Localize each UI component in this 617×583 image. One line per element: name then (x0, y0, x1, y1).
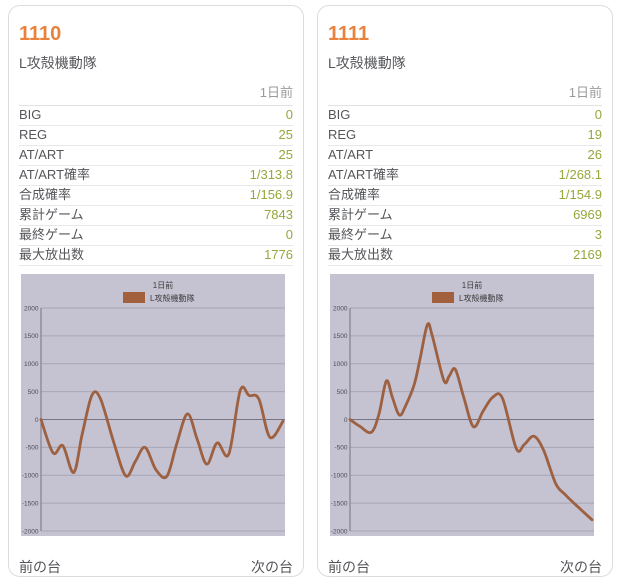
y-axis-tick-label: 500 (337, 389, 348, 396)
chart-title: 1日前 (153, 280, 173, 290)
y-axis-tick-label: 1000 (333, 361, 348, 368)
y-axis-tick-label: -500 (25, 445, 38, 452)
stat-label: AT/ART (328, 145, 499, 166)
machine-card-1111: 1111 L攻殻機動隊 1日前 BIG 0 REG 19 AT/ART 26 AT/ART確… (317, 5, 613, 577)
stat-row: REG 19 (328, 125, 602, 146)
prev-machine-link[interactable]: 前の台 (328, 559, 370, 575)
stat-label: REG (328, 125, 499, 146)
machine-number: 1110 (19, 23, 62, 45)
legend-label: L攻殻機動隊 (150, 293, 194, 303)
chart-title: 1日前 (462, 280, 482, 290)
chart-background (330, 274, 594, 536)
card-footer: 前の台 次の台 (19, 557, 293, 577)
y-axis-tick-label: -1500 (22, 500, 39, 507)
prev-machine-link[interactable]: 前の台 (19, 559, 61, 575)
y-axis-tick-label: -1000 (331, 473, 348, 480)
daily-payout-chart: 1日前 L攻殻機動隊 2000 1500 1000 500 0 -500 -1000 -1500 -… (330, 274, 594, 536)
stat-row: 最終ゲーム 0 (19, 225, 293, 246)
stat-row: 合成確率 1/154.9 (328, 185, 602, 206)
y-axis-tick-label: -1500 (331, 500, 348, 507)
y-axis-tick-label: -500 (334, 445, 347, 452)
stat-label: 累計ゲーム (19, 205, 190, 226)
stat-row: 累計ゲーム 7843 (19, 205, 293, 226)
chart-container: 1日前 L攻殻機動隊 2000 1500 1000 500 0 -500 -1000 -1500 -… (21, 274, 291, 536)
stat-value: 2169 (498, 245, 602, 266)
stat-value: 25 (189, 145, 293, 166)
chart-background (21, 274, 285, 536)
stat-row: 累計ゲーム 6969 (328, 205, 602, 226)
stat-label: AT/ART確率 (328, 165, 499, 186)
y-axis-tick-label: 1000 (24, 361, 39, 368)
stats-table: BIG 0 REG 19 AT/ART 26 AT/ART確率 1/268.1 合成確率 1/15… (328, 106, 602, 266)
stat-value: 0 (189, 106, 293, 126)
machine-card-1110: 1110 L攻殻機動隊 1日前 BIG 0 REG 25 AT/ART 25 AT/ART確… (8, 5, 304, 577)
legend-label: L攻殻機動隊 (459, 293, 503, 303)
stat-label: AT/ART確率 (19, 165, 190, 186)
y-axis-tick-label: 0 (35, 417, 39, 424)
next-machine-link[interactable]: 次の台 (251, 559, 293, 575)
stat-value: 0 (189, 225, 293, 246)
stat-value: 1/268.1 (498, 165, 602, 186)
stat-value: 1/313.8 (189, 165, 293, 186)
legend-swatch (123, 292, 145, 303)
stat-row: REG 25 (19, 125, 293, 146)
stat-value: 3 (498, 225, 602, 246)
stat-label: AT/ART (19, 145, 190, 166)
y-axis-tick-label: 1500 (333, 333, 348, 340)
stat-value: 25 (189, 125, 293, 146)
stat-label: REG (19, 125, 190, 146)
chart-container: 1日前 L攻殻機動隊 2000 1500 1000 500 0 -500 -1000 -1500 -… (330, 274, 600, 536)
daily-payout-chart: 1日前 L攻殻機動隊 2000 1500 1000 500 0 -500 -1000 -1500 -… (21, 274, 285, 536)
stat-label: 最終ゲーム (328, 225, 499, 246)
next-machine-link[interactable]: 次の台 (560, 559, 602, 575)
stat-value: 1776 (189, 245, 293, 266)
stat-label: 合成確率 (328, 185, 499, 206)
stat-row: BIG 0 (19, 106, 293, 126)
stat-value: 1/156.9 (189, 185, 293, 206)
y-axis-tick-label: -1000 (22, 473, 39, 480)
stat-label: 最大放出数 (19, 245, 190, 266)
machine-name: L攻殻機動隊 (328, 55, 406, 71)
stat-row: AT/ART 26 (328, 145, 602, 166)
stat-row: 最大放出数 2169 (328, 245, 602, 266)
stat-label: BIG (19, 106, 190, 126)
y-axis-tick-label: 1500 (24, 333, 39, 340)
legend-swatch (432, 292, 454, 303)
stat-label: 最終ゲーム (19, 225, 190, 246)
stat-row: 最終ゲーム 3 (328, 225, 602, 246)
stat-value: 1/154.9 (498, 185, 602, 206)
stats-table: BIG 0 REG 25 AT/ART 25 AT/ART確率 1/313.8 合成確率 1/15… (19, 106, 293, 266)
period-label: 1日前 (328, 82, 602, 106)
machine-number: 1111 (328, 23, 370, 45)
stat-label: 最大放出数 (328, 245, 499, 266)
y-axis-tick-label: 500 (28, 389, 39, 396)
y-axis-tick-label: -2000 (22, 528, 39, 535)
card-footer: 前の台 次の台 (328, 557, 602, 577)
stat-label: 合成確率 (19, 185, 190, 206)
stat-row: AT/ART確率 1/313.8 (19, 165, 293, 186)
y-axis-tick-label: 2000 (333, 305, 348, 312)
y-axis-tick-label: 2000 (24, 305, 39, 312)
stat-label: BIG (328, 106, 499, 126)
stat-row: 最大放出数 1776 (19, 245, 293, 266)
stat-row: AT/ART 25 (19, 145, 293, 166)
stat-value: 0 (498, 106, 602, 126)
y-axis-tick-label: -2000 (331, 528, 348, 535)
payout-line-series (39, 385, 285, 480)
stat-value: 7843 (189, 205, 293, 226)
stat-value: 19 (498, 125, 602, 146)
y-axis-tick-label: 0 (344, 417, 348, 424)
stat-row: AT/ART確率 1/268.1 (328, 165, 602, 186)
stat-value: 6969 (498, 205, 602, 226)
stat-row: BIG 0 (328, 106, 602, 126)
stat-label: 累計ゲーム (328, 205, 499, 226)
stat-row: 合成確率 1/156.9 (19, 185, 293, 206)
machine-name: L攻殻機動隊 (19, 55, 97, 71)
stat-value: 26 (498, 145, 602, 166)
period-label: 1日前 (19, 82, 293, 106)
payout-line-series (348, 322, 594, 522)
